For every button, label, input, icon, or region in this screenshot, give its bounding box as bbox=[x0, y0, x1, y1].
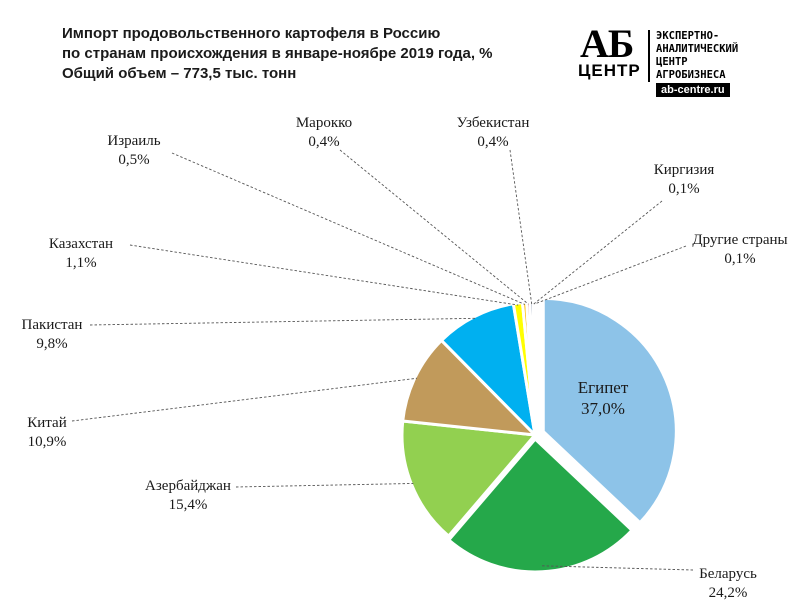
pie-slice-1 bbox=[541, 296, 678, 525]
slice-value-11: 0,1% bbox=[724, 251, 755, 267]
slice-value-1: 37,0% bbox=[581, 399, 625, 418]
logo-mark: АБ ЦЕНТР bbox=[578, 24, 650, 84]
leader-line-10 bbox=[533, 200, 663, 305]
slice-value-3: 15,4% bbox=[169, 497, 208, 513]
logo-line-3: ЦЕНТР bbox=[656, 56, 688, 68]
logo-line-4: АГРОБИЗНЕСА bbox=[656, 69, 726, 81]
slice-labels: Египет 37,0% Беларусь 24,2% Азербайджан 15,4%… bbox=[22, 115, 788, 600]
pie-slice-11 bbox=[532, 300, 537, 436]
slice-label-11: Другие страны bbox=[692, 232, 787, 248]
leader-lines bbox=[71, 149, 694, 571]
pie-slices bbox=[400, 296, 678, 574]
slice-label-5: Пакистан bbox=[22, 317, 83, 333]
slice-value-10: 0,1% bbox=[668, 181, 699, 197]
slice-label-9: Узбекистан bbox=[457, 115, 530, 131]
slice-label-4: Китай bbox=[27, 415, 66, 431]
logo-mark-letters: АБ bbox=[580, 21, 634, 66]
slice-label-7: Израиль bbox=[107, 133, 160, 149]
slice-value-5: 9,8% bbox=[36, 336, 67, 352]
slice-label-6: Казахстан bbox=[49, 236, 113, 252]
pie-slice-4 bbox=[401, 338, 540, 437]
logo-divider bbox=[648, 30, 650, 82]
logo-line-1: ЭКСПЕРТНО- bbox=[656, 30, 720, 42]
slice-value-8: 0,4% bbox=[308, 134, 339, 150]
leader-line-6 bbox=[129, 244, 519, 306]
slice-value-9: 0,4% bbox=[477, 134, 508, 150]
title-line-1: Импорт продовольственного картофеля в Ро… bbox=[62, 25, 441, 42]
leader-line-9 bbox=[509, 149, 533, 305]
title-line-3: Общий объем – 773,5 тыс. тонн bbox=[62, 65, 297, 82]
ab-centre-logo: АБ ЦЕНТР ЭКСПЕРТНО- АНАЛИТИЧЕСКИЙ ЦЕНТР … bbox=[578, 24, 788, 100]
pie-slice-2 bbox=[446, 436, 635, 574]
slice-label-8: Марокко bbox=[296, 115, 352, 131]
logo-mark-subtitle: ЦЕНТР bbox=[578, 61, 641, 80]
chart-title: Импорт продовольственного картофеля в Ро… bbox=[62, 24, 542, 84]
leader-line-7 bbox=[171, 152, 525, 305]
slice-label-10: Киргизия bbox=[654, 162, 715, 178]
logo-line-2: АНАЛИТИЧЕСКИЙ bbox=[656, 43, 739, 55]
slice-label-2: Беларусь bbox=[699, 566, 757, 582]
pie-slice-5 bbox=[439, 302, 538, 440]
title-line-2: по странам происхождения в январе-ноябре… bbox=[62, 45, 493, 62]
slice-label-3: Азербайджан bbox=[145, 478, 231, 494]
leader-line-3 bbox=[235, 483, 414, 488]
slice-value-4: 10,9% bbox=[28, 434, 67, 450]
slice-value-6: 1,1% bbox=[65, 255, 96, 271]
leader-line-4 bbox=[71, 377, 417, 422]
slice-label-1: Египет bbox=[578, 378, 629, 397]
leader-line-8 bbox=[339, 149, 529, 305]
slice-value-2: 24,2% bbox=[709, 585, 748, 600]
leader-line-5 bbox=[89, 317, 476, 326]
leader-line-11 bbox=[534, 245, 687, 305]
pie-slice-3 bbox=[400, 419, 538, 539]
logo-url: ab-centre.ru bbox=[656, 83, 730, 97]
slice-value-7: 0,5% bbox=[118, 152, 149, 168]
logo-description: ЭКСПЕРТНО- АНАЛИТИЧЕСКИЙ ЦЕНТР АГРОБИЗНЕ… bbox=[656, 30, 738, 82]
